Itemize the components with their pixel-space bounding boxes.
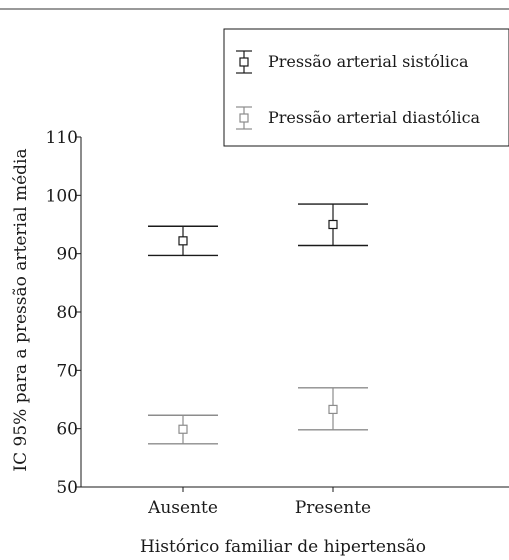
legend-box bbox=[223, 28, 509, 147]
chart-marks bbox=[148, 203, 368, 445]
x-tick-label: Presente bbox=[295, 498, 371, 518]
y-tick-label: 50 bbox=[56, 478, 78, 498]
legend-label: Pressão arterial sistólica bbox=[268, 52, 469, 71]
mean-marker bbox=[178, 236, 188, 246]
y-tick-label: 100 bbox=[46, 186, 78, 206]
y-axis: 50 60 70 80 90 100 110 bbox=[46, 128, 82, 498]
y-tick-label: 110 bbox=[46, 128, 78, 148]
error-bar-diastolica bbox=[298, 387, 368, 431]
x-tick-label: Ausente bbox=[147, 498, 218, 518]
legend-item: Pressão arterial diastólica bbox=[236, 106, 481, 130]
error-bar-sistolica bbox=[148, 225, 218, 257]
legend-symbol-marker bbox=[239, 113, 249, 123]
mean-marker bbox=[328, 219, 338, 230]
x-axis-title: Histórico familiar de hipertensão bbox=[140, 537, 426, 557]
y-tick-label: 70 bbox=[56, 361, 78, 381]
x-axis: Ausente Presente bbox=[81, 486, 509, 518]
legend-label: Pressão arterial diastólica bbox=[268, 108, 481, 127]
y-tick-label: 80 bbox=[56, 303, 78, 323]
mean-marker bbox=[178, 424, 188, 434]
mean-marker bbox=[328, 404, 338, 415]
y-axis-title: IC 95% para a pressão arterial média bbox=[11, 148, 31, 471]
y-tick-label: 60 bbox=[56, 420, 78, 440]
error-bar-sistolica bbox=[298, 203, 368, 247]
legend: Pressão arterial sistólica Pressão arteri… bbox=[223, 28, 509, 147]
y-tick-label: 90 bbox=[56, 245, 78, 265]
error-bar-diastolica bbox=[148, 414, 218, 445]
legend-item: Pressão arterial sistólica bbox=[236, 50, 469, 74]
legend-symbol-marker bbox=[239, 57, 249, 67]
